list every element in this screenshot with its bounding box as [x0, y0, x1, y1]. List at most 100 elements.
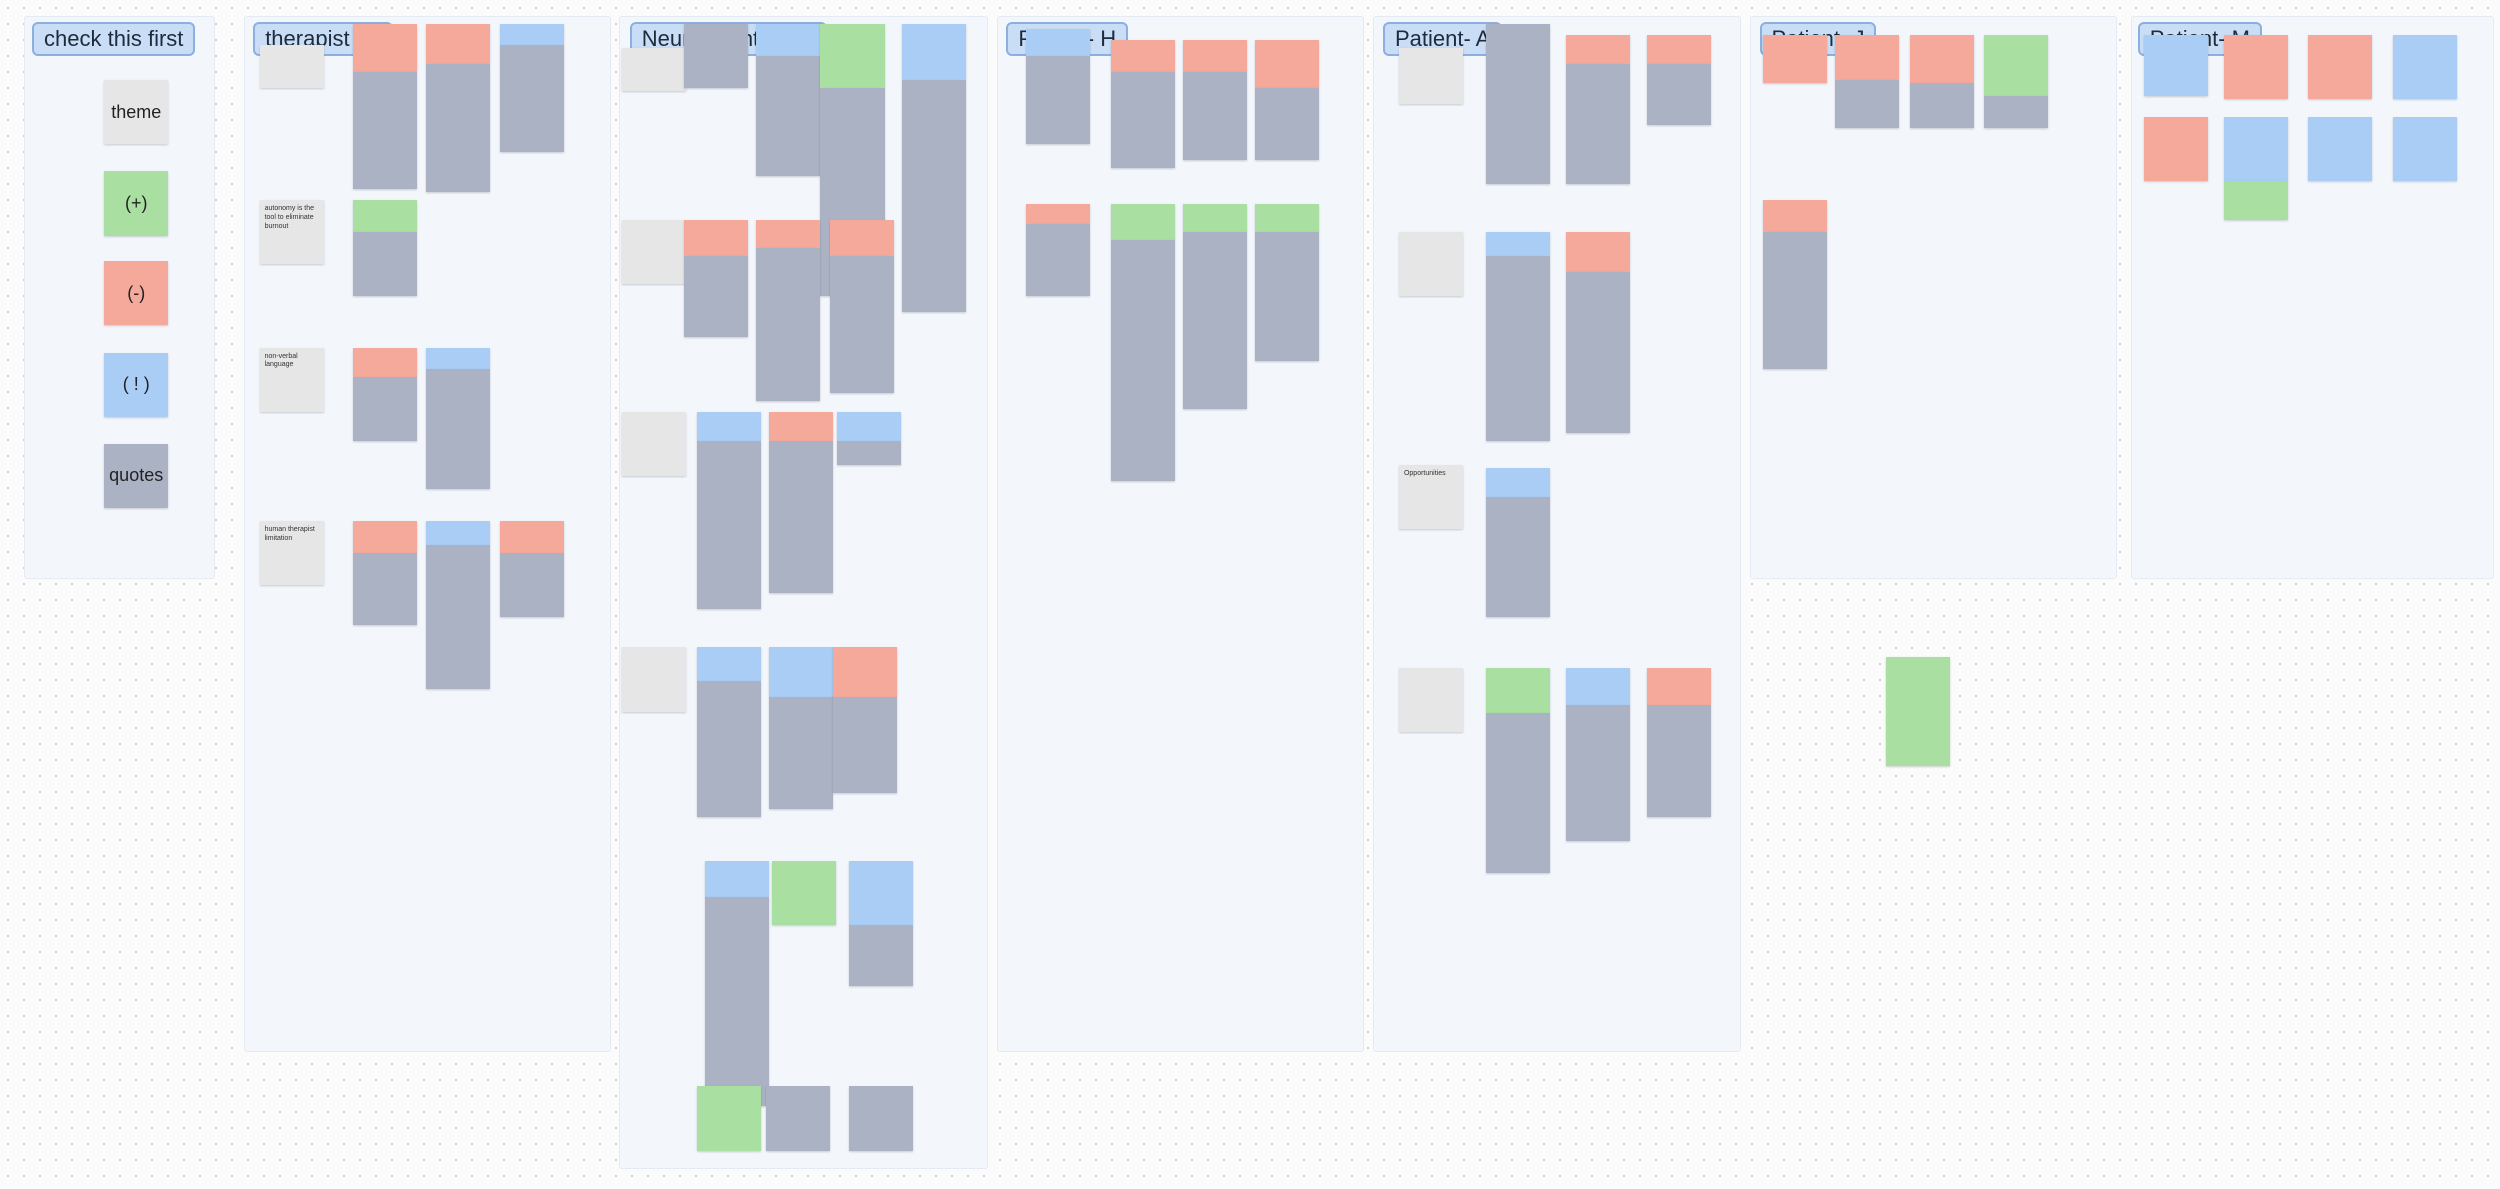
sticky-note: [1647, 35, 1712, 65]
sticky-note: [830, 219, 895, 257]
sticky-note: [1110, 72, 1175, 169]
sticky-note: [426, 64, 491, 193]
sticky-note: [820, 24, 885, 89]
legend-note: (-): [104, 261, 169, 326]
sticky-note: [1762, 35, 1827, 84]
sticky-note: [1025, 56, 1090, 145]
sticky-note: [833, 647, 898, 698]
sticky-note: [1834, 80, 1899, 129]
sticky-note: [1762, 232, 1827, 369]
sticky-note: [1485, 713, 1550, 874]
sticky-note: [1565, 668, 1630, 706]
sticky-note: [1254, 232, 1319, 361]
theme-note: autonomy is the tool to eliminate burnou…: [259, 200, 324, 265]
sticky-note: [1182, 232, 1247, 409]
sticky-note: [1565, 35, 1630, 65]
sticky-note: [756, 219, 821, 249]
sticky-note: [2392, 116, 2457, 182]
sticky-note: [352, 347, 417, 377]
sticky-note: [352, 72, 417, 190]
sticky-note: [756, 248, 821, 401]
sticky-note: [902, 24, 967, 81]
sticky-note: [684, 219, 749, 257]
sticky-note: [621, 48, 686, 92]
sticky-note: [1647, 705, 1712, 818]
section-title: check this first: [32, 22, 196, 57]
sticky-note: [1398, 232, 1464, 297]
sticky-note: [1647, 668, 1712, 706]
sticky-note: [352, 232, 417, 297]
sticky-note: [1485, 24, 1550, 185]
sticky-note: [1025, 203, 1090, 225]
sticky-note: [833, 697, 898, 794]
sticky-note: [705, 860, 770, 898]
sticky-note: [499, 44, 565, 153]
sticky-note: [849, 860, 914, 925]
sticky-note: [1565, 232, 1630, 273]
sticky-note: [1910, 83, 1975, 129]
sticky-note: [756, 24, 821, 57]
sticky-note: [426, 368, 491, 489]
sticky-note: [259, 44, 324, 89]
sticky-note: [426, 24, 491, 65]
sticky-note: [705, 897, 770, 1106]
sticky-note: [352, 520, 417, 553]
legend-note: theme: [104, 80, 169, 145]
sticky-note: [1485, 668, 1550, 714]
sticky-note: [769, 411, 834, 441]
sticky-note: [499, 24, 565, 45]
sticky-note: [621, 219, 686, 284]
sticky-note: [2144, 116, 2209, 182]
sticky-note: [697, 647, 762, 682]
sticky-note: [697, 440, 762, 609]
sticky-note: [769, 440, 834, 593]
sticky-note: [2224, 116, 2289, 182]
sticky-note: [1910, 35, 1975, 84]
sticky-note: [1182, 40, 1247, 73]
sticky-note: [352, 200, 417, 233]
sticky-note: [697, 411, 762, 441]
sticky-note: [2224, 181, 2289, 220]
sticky-note: [772, 860, 837, 925]
sticky-note: [1110, 40, 1175, 73]
sticky-note: [1254, 203, 1319, 233]
note-text: human therapist limitation: [264, 525, 315, 542]
sticky-note: [697, 1086, 762, 1151]
sticky-note: [765, 1086, 831, 1151]
sticky-note: [1254, 88, 1319, 161]
sticky-note: [1834, 35, 1899, 81]
sticky-note: [1110, 203, 1175, 241]
sticky-note: [1485, 232, 1550, 257]
theme-note: non-verbal language: [259, 347, 324, 412]
sticky-note: [426, 520, 491, 545]
sticky-note: [902, 80, 967, 313]
sticky-note: [684, 24, 749, 89]
sticky-note: [684, 256, 749, 337]
sticky-note: [1398, 668, 1464, 733]
sticky-note: [499, 552, 565, 617]
sticky-note: [1647, 64, 1712, 125]
sticky-note: [1182, 72, 1247, 161]
sticky-note: [1025, 224, 1090, 297]
sticky-note: [849, 1086, 914, 1151]
sticky-note: [697, 681, 762, 818]
sticky-note: [426, 544, 491, 690]
sticky-note: [2307, 35, 2372, 100]
sticky-note: [1565, 64, 1630, 185]
sticky-note: [1886, 657, 1951, 766]
sticky-note: [756, 56, 821, 177]
sticky-note: [836, 411, 901, 441]
sticky-note: [426, 347, 491, 369]
sticky-note: [1485, 256, 1550, 441]
sticky-note: [836, 440, 901, 465]
theme-note: Opportunities: [1398, 464, 1464, 529]
sticky-note: [2224, 35, 2289, 100]
section-frame: [1373, 16, 1741, 1052]
sticky-note: [1485, 467, 1550, 497]
sticky-note: [499, 520, 565, 553]
sticky-note: [1565, 272, 1630, 433]
note-text: Opportunities: [1403, 469, 1446, 477]
legend-note: quotes: [104, 443, 169, 508]
sticky-note: [352, 552, 417, 625]
